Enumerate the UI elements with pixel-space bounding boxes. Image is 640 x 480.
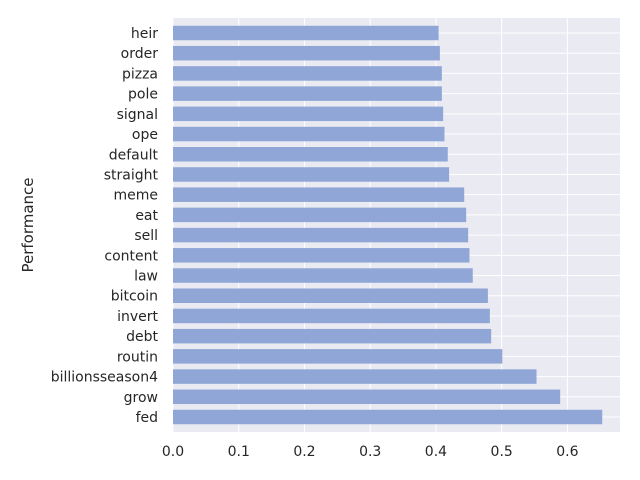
bar-order: [173, 45, 440, 61]
y-tick-label: invert: [117, 309, 158, 325]
y-tick-label: straight: [104, 167, 159, 183]
bar-signal: [173, 106, 444, 122]
y-tick-label: debt: [126, 329, 158, 345]
y-tick-label: law: [134, 269, 158, 285]
y-tick-label: eat: [135, 208, 158, 224]
bar-invert: [173, 308, 490, 324]
y-tick-label: default: [109, 147, 159, 163]
y-tick-label: sell: [134, 228, 158, 244]
x-tick-label: 0.2: [293, 444, 315, 460]
y-tick-label: content: [104, 248, 158, 264]
bar-sell: [173, 227, 469, 243]
x-tick-label: 0.4: [425, 444, 447, 460]
y-tick-label: ope: [132, 127, 158, 143]
bar-grow: [173, 389, 561, 405]
bar-heir: [173, 25, 439, 41]
bar-content: [173, 248, 470, 263]
y-axis-label: Performance: [19, 177, 37, 272]
x-tick-label: 0.0: [162, 444, 184, 460]
bar-eat: [173, 207, 467, 223]
bar-pole: [173, 86, 442, 101]
x-tick-labels: 0.0 0.1 0.2 0.3 0.4 0.5 0.6: [162, 444, 579, 460]
bar-law: [173, 268, 473, 283]
x-tick-label: 0.1: [228, 444, 250, 460]
y-tick-label: pizza: [122, 66, 158, 82]
bar-meme: [173, 187, 465, 202]
bar-bitcoin: [173, 288, 488, 303]
y-tick-label: meme: [113, 188, 158, 204]
bar-fed: [173, 409, 603, 425]
y-tick-labels: heir order pizza pole signal ope default straig…: [51, 26, 159, 426]
bars: [173, 25, 603, 425]
y-tick-label: grow: [124, 390, 158, 406]
y-tick-label: heir: [131, 26, 158, 42]
y-tick-label: bitcoin: [111, 289, 158, 305]
y-tick-label: signal: [117, 107, 158, 123]
y-tick-label: pole: [128, 87, 158, 103]
y-tick-label: billionsseason4: [51, 370, 158, 386]
bar-routin: [173, 349, 503, 364]
y-tick-label: routin: [117, 349, 158, 365]
x-tick-label: 0.6: [556, 444, 578, 460]
bar-billionsseason4: [173, 369, 537, 384]
bar-default: [173, 147, 448, 162]
x-tick-label: 0.3: [359, 444, 381, 460]
y-tick-label: order: [121, 46, 159, 62]
bar-ope: [173, 126, 445, 142]
bar-straight: [173, 167, 450, 182]
bar-debt: [173, 328, 492, 344]
bar-pizza: [173, 66, 442, 81]
y-tick-label: fed: [136, 410, 158, 426]
x-tick-label: 0.5: [491, 444, 513, 460]
